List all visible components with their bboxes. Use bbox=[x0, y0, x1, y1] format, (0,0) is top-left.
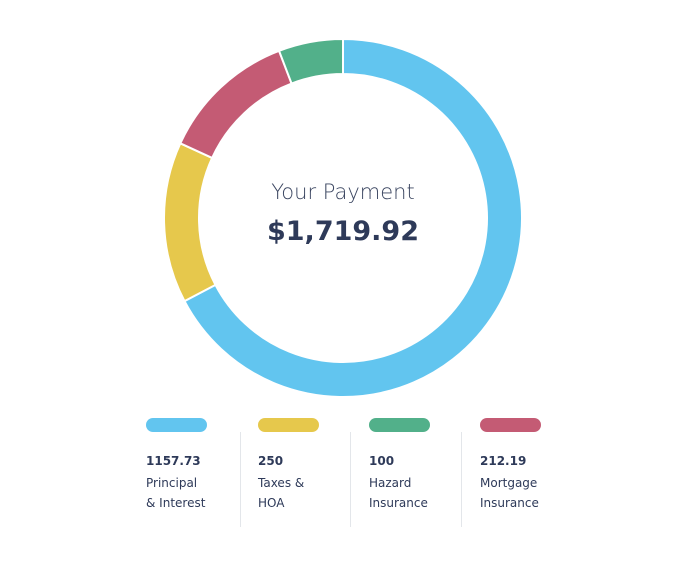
donut-slice bbox=[183, 37, 523, 398]
donut-slice bbox=[277, 37, 344, 85]
legend-label-line: Taxes & bbox=[258, 476, 305, 490]
legend-label-line: Insurance bbox=[480, 496, 539, 510]
legend-item: 212.19 Mortgage Insurance bbox=[480, 418, 575, 513]
donut bbox=[163, 37, 523, 398]
legend-value: 250 bbox=[258, 454, 284, 468]
legend-label: Mortgage Insurance bbox=[480, 473, 575, 513]
legend-value: 212.19 bbox=[480, 454, 527, 468]
legend-label: Taxes & HOA bbox=[258, 473, 353, 513]
legend-label-line: Principal bbox=[146, 476, 198, 490]
legend-item: 1157.73 Principal & Interest bbox=[146, 418, 241, 513]
center-label: Your Payment bbox=[271, 180, 414, 204]
legend-label-line: HOA bbox=[258, 496, 285, 510]
donut-slice bbox=[163, 142, 217, 303]
center-total: $1,719.92 bbox=[267, 216, 419, 247]
legend-label-line: Mortgage bbox=[480, 476, 538, 490]
legend-swatch bbox=[369, 418, 430, 432]
donut-slice bbox=[178, 49, 293, 160]
legend-swatch bbox=[480, 418, 541, 432]
divider bbox=[240, 432, 241, 527]
divider bbox=[461, 432, 462, 527]
legend-label-line: Insurance bbox=[369, 496, 428, 510]
legend-swatch bbox=[146, 418, 207, 432]
legend-item: 100 Hazard Insurance bbox=[369, 418, 464, 513]
legend-label: Principal & Interest bbox=[146, 473, 241, 513]
legend-swatch bbox=[258, 418, 319, 432]
legend-label: Hazard Insurance bbox=[369, 473, 464, 513]
legend-item: 250 Taxes & HOA bbox=[258, 418, 353, 513]
divider bbox=[350, 432, 351, 527]
legend-value: 100 bbox=[369, 454, 395, 468]
legend-value: 1157.73 bbox=[146, 454, 201, 468]
legend-label-line: Hazard bbox=[369, 476, 412, 490]
legend-label-line: & Interest bbox=[146, 496, 206, 510]
